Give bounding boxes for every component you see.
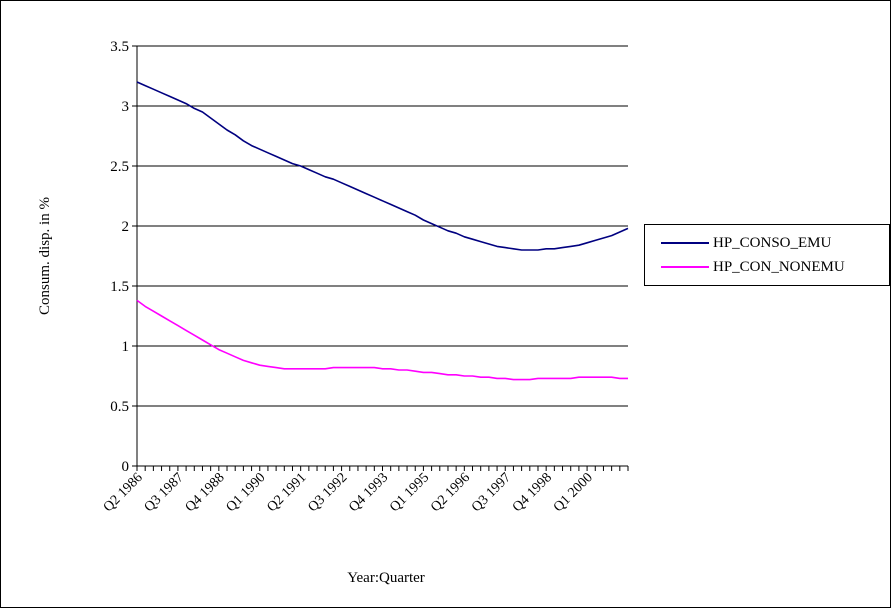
y-tick-label: 2.5	[110, 159, 129, 175]
series-line-1	[136, 299, 628, 381]
legend-swatch-emu	[661, 242, 709, 244]
legend-swatch-nonemu	[661, 266, 709, 268]
y-tick-label: 3	[122, 99, 130, 115]
y-tick-label: 3.5	[110, 39, 129, 55]
legend-item-emu: HP_CONSO_EMU	[645, 233, 889, 253]
y-tick-label: 1	[122, 339, 130, 355]
series-line-0	[136, 81, 629, 251]
y-tick-label: 0.5	[110, 399, 129, 415]
x-axis-label: Year:Quarter	[347, 570, 425, 586]
legend-label-emu: HP_CONSO_EMU	[713, 235, 832, 251]
y-axis-ticks: 0 0.5 1 1.5 2 2.5 3 3.5	[110, 39, 137, 475]
gridlines	[137, 45, 628, 407]
legend-item-nonemu: HP_CON_NONEMU	[645, 257, 889, 277]
y-axis-label: Consum. disp. in %	[37, 197, 53, 315]
legend-label-nonemu: HP_CON_NONEMU	[713, 259, 845, 275]
legend: HP_CONSO_EMU HP_CON_NONEMU	[644, 224, 890, 286]
y-tick-label: 2	[122, 219, 130, 235]
series-lines	[136, 81, 629, 381]
y-tick-label: 1.5	[110, 279, 129, 295]
y-tick-label: 0	[122, 459, 130, 475]
